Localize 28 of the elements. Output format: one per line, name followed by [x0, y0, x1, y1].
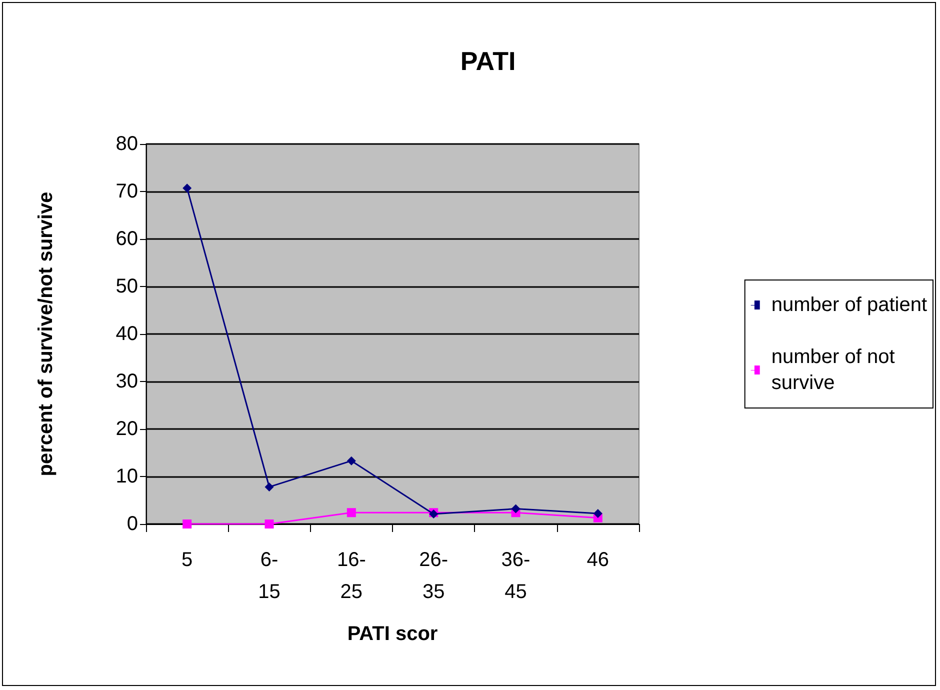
- legend-label: number of patient: [771, 294, 928, 316]
- point: [264, 520, 274, 528]
- point: [346, 508, 356, 518]
- x-tick-label: 46: [586, 549, 610, 571]
- point: [346, 456, 356, 466]
- y-tick-label: 70: [116, 180, 138, 202]
- point: [511, 504, 520, 514]
- y-tick-label: 80: [116, 133, 138, 155]
- x-axis-title: PATI scor: [347, 623, 438, 645]
- x-tick-label: 26-35: [419, 549, 448, 603]
- x-tick-label: 36-45: [501, 549, 530, 603]
- y-tick-label: 60: [116, 228, 138, 250]
- x-tick-label: 5: [182, 549, 193, 571]
- y-tick-label: 0: [126, 513, 138, 535]
- y-tick-label: 50: [116, 276, 138, 298]
- point: [593, 509, 602, 518]
- point: [264, 482, 274, 492]
- chart-title: PATI: [460, 46, 516, 76]
- x-tick-label: 16-25: [336, 549, 366, 603]
- y-tick-label: 40: [116, 323, 138, 345]
- y-tick-label: 10: [116, 466, 138, 488]
- y-axis-title: percent of survive/not survive: [35, 192, 57, 476]
- point: [182, 520, 192, 528]
- y-tick-label: 30: [116, 370, 138, 392]
- x-tick-label: 6-15: [258, 549, 280, 603]
- point: [182, 184, 192, 193]
- y-tick-label: 20: [116, 418, 138, 440]
- legend-label: number of not survive: [771, 346, 896, 394]
